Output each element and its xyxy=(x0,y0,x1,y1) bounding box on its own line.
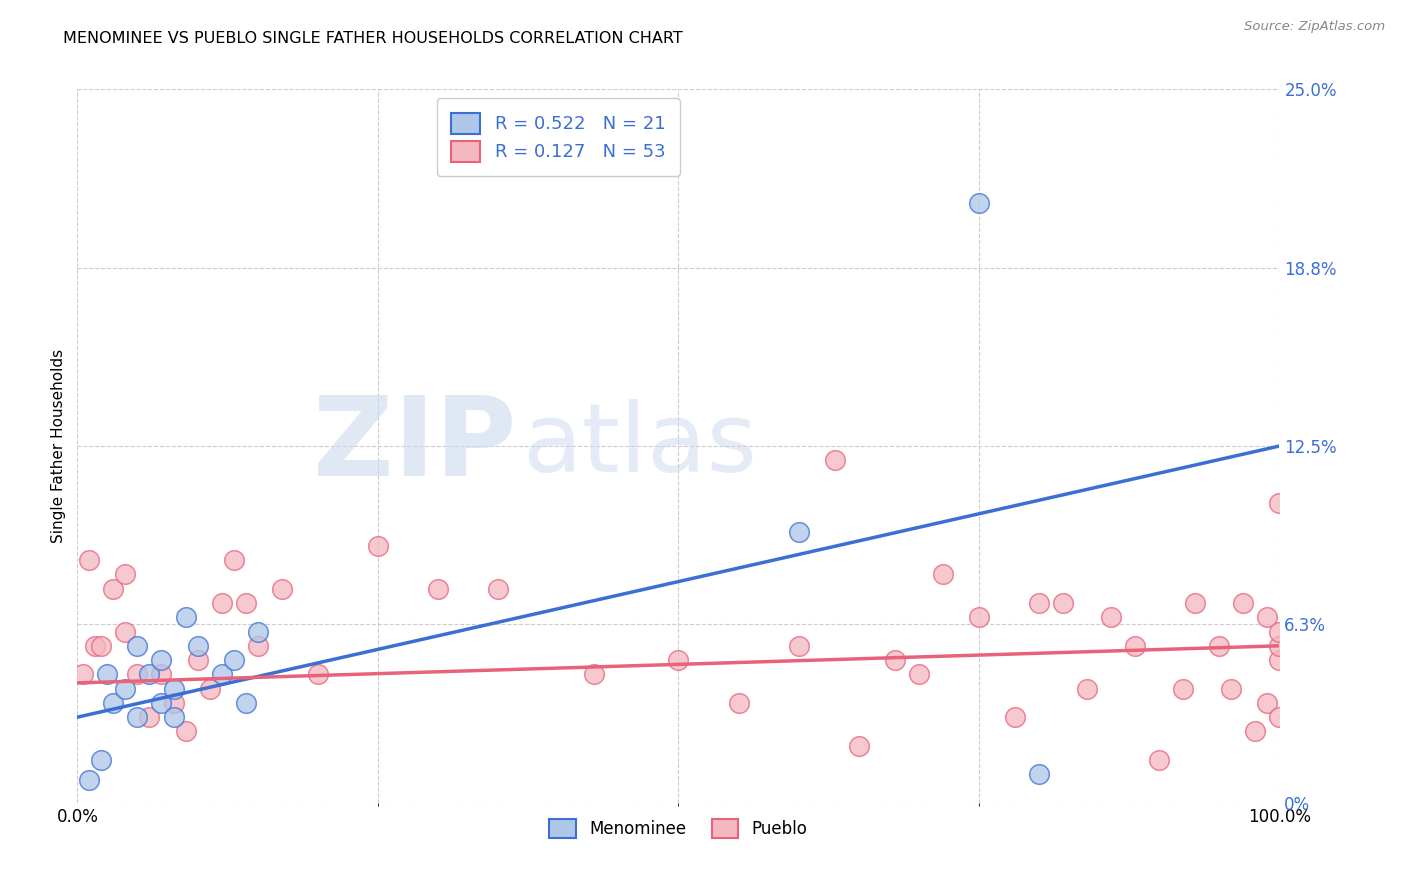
Point xyxy=(848,739,870,753)
Point xyxy=(162,681,184,696)
Point xyxy=(908,667,931,681)
Point xyxy=(1184,596,1206,610)
Point xyxy=(967,610,990,624)
Point xyxy=(186,653,209,667)
Point xyxy=(1173,681,1195,696)
Point xyxy=(1149,753,1171,767)
Point xyxy=(1004,710,1026,724)
Text: MENOMINEE VS PUEBLO SINGLE FATHER HOUSEHOLDS CORRELATION CHART: MENOMINEE VS PUEBLO SINGLE FATHER HOUSEH… xyxy=(63,31,683,46)
Point xyxy=(787,639,810,653)
Point xyxy=(1268,653,1291,667)
Point xyxy=(90,639,112,653)
Point xyxy=(1208,639,1230,653)
Point xyxy=(1028,767,1050,781)
Point xyxy=(1268,624,1291,639)
Point xyxy=(1268,710,1291,724)
Point xyxy=(127,710,149,724)
Point xyxy=(235,596,257,610)
Point xyxy=(824,453,846,467)
Point xyxy=(150,667,173,681)
Point xyxy=(1232,596,1254,610)
Point xyxy=(211,596,233,610)
Point xyxy=(1256,610,1278,624)
Point xyxy=(1028,596,1050,610)
Point xyxy=(150,653,173,667)
Point xyxy=(787,524,810,539)
Text: atlas: atlas xyxy=(522,400,758,492)
Point xyxy=(246,624,269,639)
Point xyxy=(72,667,94,681)
Point xyxy=(1268,639,1291,653)
Point xyxy=(307,667,329,681)
Point xyxy=(103,582,125,596)
Legend: Menominee, Pueblo: Menominee, Pueblo xyxy=(543,812,814,845)
Point xyxy=(90,753,112,767)
Point xyxy=(486,582,509,596)
Point xyxy=(222,553,245,567)
Point xyxy=(96,667,118,681)
Text: ZIP: ZIP xyxy=(312,392,516,500)
Point xyxy=(727,696,749,710)
Point xyxy=(114,681,136,696)
Point xyxy=(668,653,690,667)
Point xyxy=(246,639,269,653)
Point xyxy=(1123,639,1146,653)
Point xyxy=(150,696,173,710)
Point xyxy=(198,681,221,696)
Point xyxy=(114,624,136,639)
Point xyxy=(79,772,101,787)
Point xyxy=(1076,681,1098,696)
Point xyxy=(162,696,184,710)
Point xyxy=(79,553,101,567)
Point xyxy=(84,639,107,653)
Text: Source: ZipAtlas.com: Source: ZipAtlas.com xyxy=(1244,20,1385,33)
Point xyxy=(127,667,149,681)
Point xyxy=(138,710,160,724)
Y-axis label: Single Father Households: Single Father Households xyxy=(51,349,66,543)
Point xyxy=(1268,496,1291,510)
Point xyxy=(162,710,184,724)
Point xyxy=(427,582,450,596)
Point xyxy=(138,667,160,681)
Point xyxy=(967,196,990,211)
Point xyxy=(583,667,606,681)
Point xyxy=(235,696,257,710)
Point xyxy=(186,639,209,653)
Point xyxy=(127,639,149,653)
Point xyxy=(1052,596,1074,610)
Point xyxy=(883,653,905,667)
Point xyxy=(103,696,125,710)
Point xyxy=(1220,681,1243,696)
Point xyxy=(174,610,197,624)
Point xyxy=(222,653,245,667)
Point xyxy=(932,567,955,582)
Point xyxy=(1244,724,1267,739)
Point xyxy=(270,582,292,596)
Point xyxy=(1099,610,1122,624)
Point xyxy=(1256,696,1278,710)
Point xyxy=(174,724,197,739)
Point xyxy=(211,667,233,681)
Point xyxy=(367,539,389,553)
Point xyxy=(114,567,136,582)
